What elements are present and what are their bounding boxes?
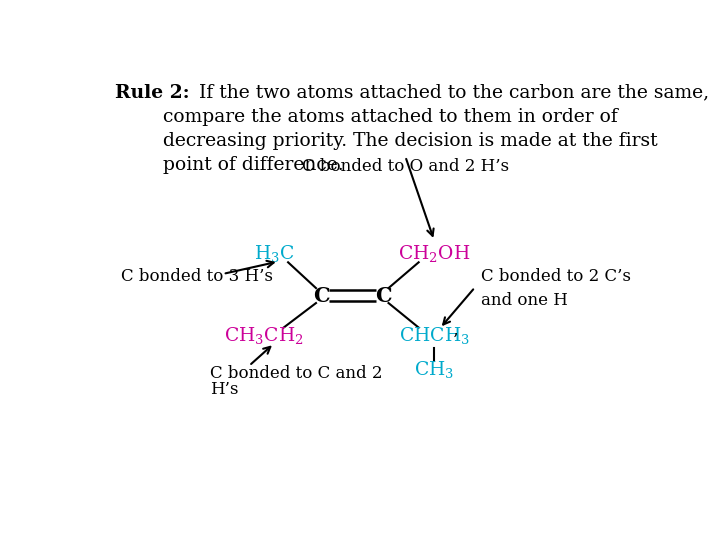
Text: $\mathregular{CH_3}$: $\mathregular{CH_3}$ xyxy=(414,359,454,380)
Text: $\mathregular{CHCH_3}$: $\mathregular{CHCH_3}$ xyxy=(399,326,469,346)
Text: Rule 2:: Rule 2: xyxy=(115,84,190,102)
Text: C bonded to O and 2 H’s: C bonded to O and 2 H’s xyxy=(302,158,509,176)
Text: $\mathregular{CH_3CH_2}$: $\mathregular{CH_3CH_2}$ xyxy=(224,326,304,346)
Text: decreasing priority. The decision is made at the first: decreasing priority. The decision is mad… xyxy=(163,132,657,150)
Text: compare the atoms attached to them in order of: compare the atoms attached to them in or… xyxy=(163,109,617,126)
Text: $\mathregular{CH_2OH}$: $\mathregular{CH_2OH}$ xyxy=(398,244,470,265)
Text: C bonded to C and 2: C bonded to C and 2 xyxy=(210,365,382,382)
Text: $\mathregular{H_3C}$: $\mathregular{H_3C}$ xyxy=(254,244,294,265)
Text: C bonded to 3 H’s: C bonded to 3 H’s xyxy=(121,267,273,285)
Text: C: C xyxy=(313,286,330,306)
Text: point of difference.: point of difference. xyxy=(163,156,343,174)
Text: C: C xyxy=(374,286,391,306)
Text: and one H: and one H xyxy=(481,293,567,309)
Text: ’: ’ xyxy=(453,332,458,348)
Text: H’s: H’s xyxy=(210,381,238,399)
Text: If the two atoms attached to the carbon are the same,: If the two atoms attached to the carbon … xyxy=(199,84,709,102)
Text: C bonded to 2 C’s: C bonded to 2 C’s xyxy=(481,268,631,285)
